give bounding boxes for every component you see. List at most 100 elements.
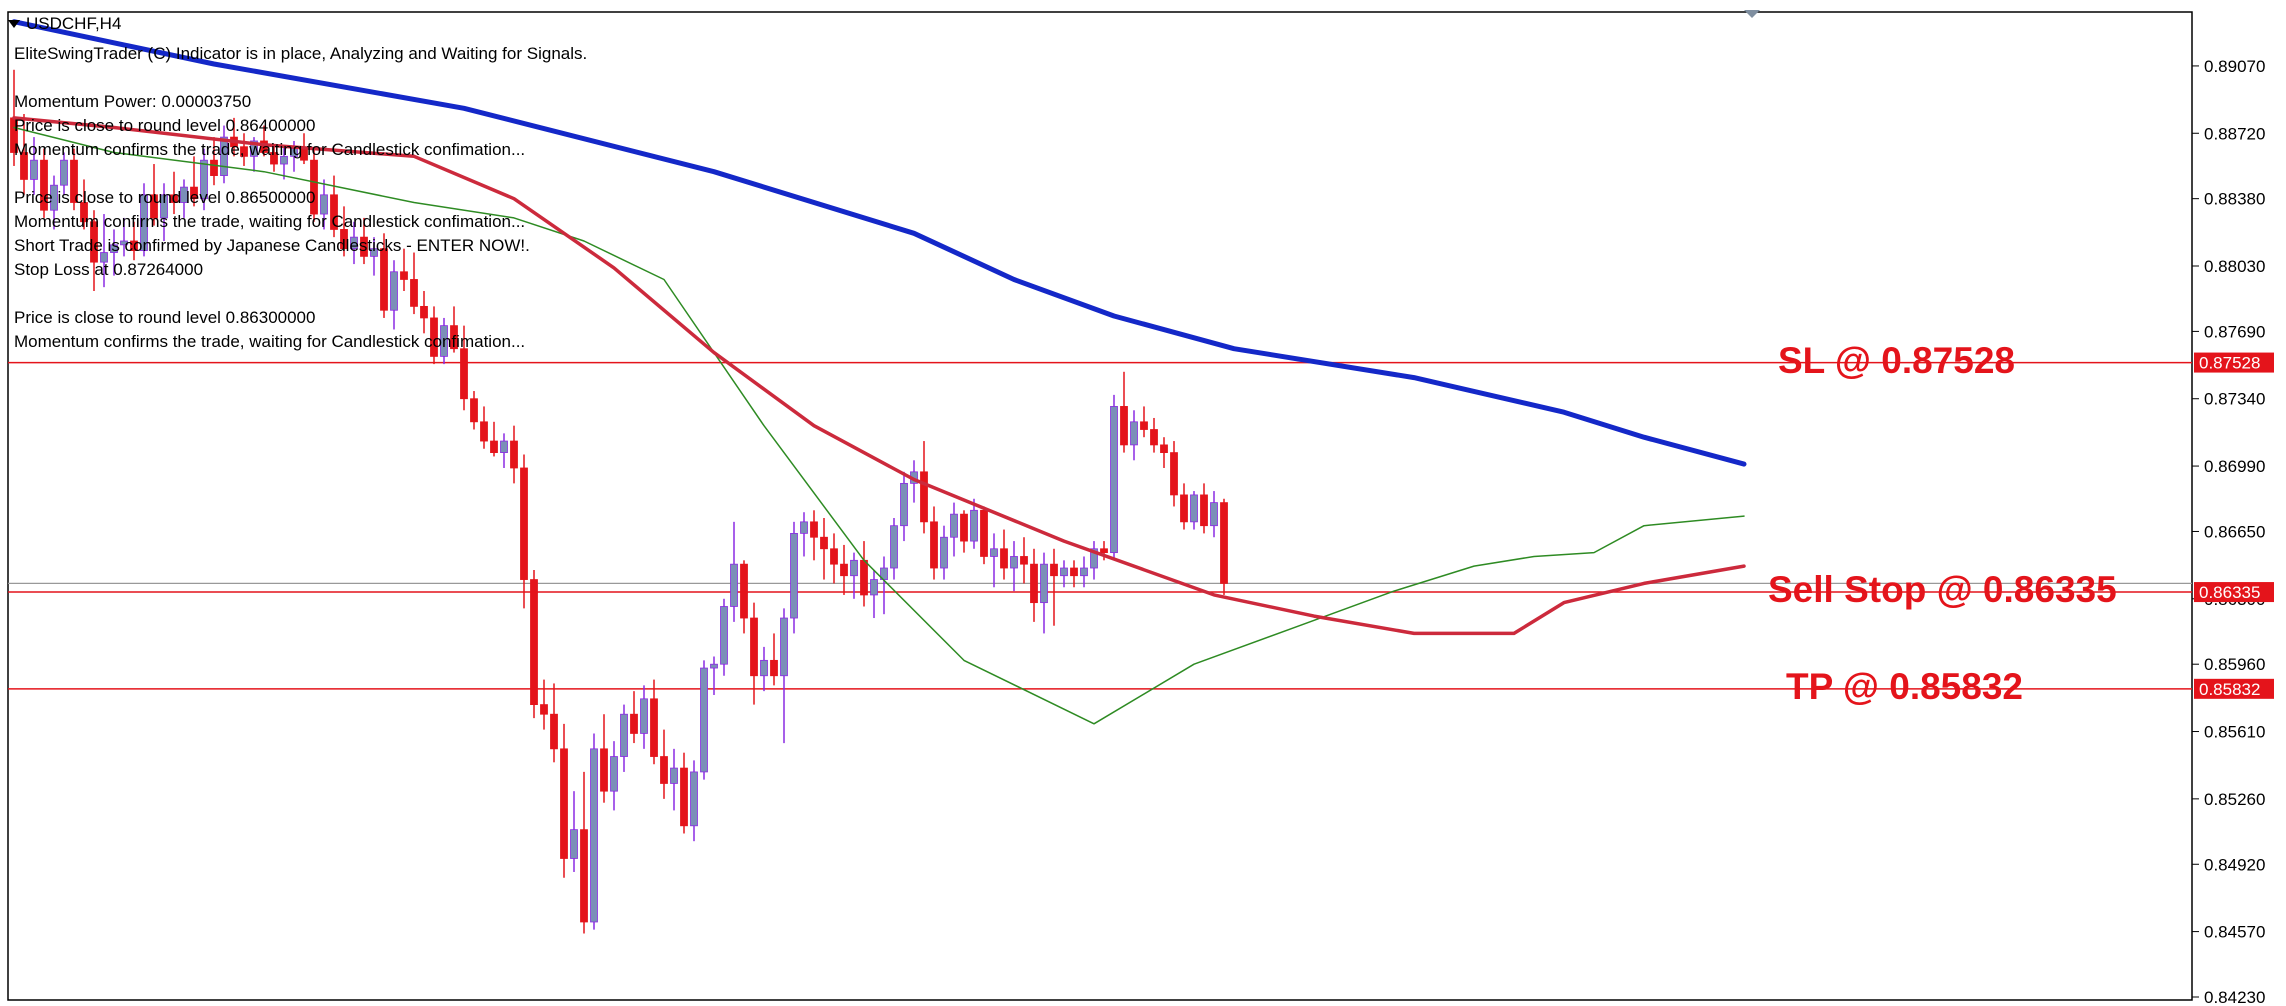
candle-body (560, 748, 568, 859)
ma-mid-line (12, 116, 1746, 636)
candle (780, 608, 788, 744)
candle-body (930, 521, 938, 569)
candle (1150, 417, 1158, 453)
candle-body (1050, 563, 1058, 577)
candle-body (1080, 567, 1088, 577)
candle (550, 683, 558, 763)
candle-body (610, 756, 618, 792)
candle-body (490, 440, 498, 453)
dropdown-triangle-icon[interactable] (8, 20, 20, 28)
candle (1190, 491, 1198, 530)
candle (590, 733, 598, 930)
ma-fast-line (13, 126, 1745, 725)
candle (280, 146, 288, 180)
candle (710, 656, 718, 695)
candle-body (740, 563, 748, 619)
candle-body (100, 252, 108, 263)
candle (650, 679, 658, 765)
candle-body (180, 186, 188, 203)
candle-body (60, 159, 68, 186)
candle (760, 646, 768, 692)
symbol-label: USDCHF,H4 (26, 14, 122, 33)
candle-body (1210, 502, 1218, 527)
candle (1040, 552, 1048, 634)
candle-body (810, 521, 818, 538)
candle-body (370, 248, 378, 257)
candle-body (500, 440, 508, 453)
candle (510, 425, 518, 484)
candle-body (850, 559, 858, 577)
level-price-box (2194, 582, 2274, 603)
y-tick-label: 0.86990 (2204, 457, 2265, 476)
candle-body (120, 240, 128, 246)
candle (320, 179, 328, 230)
candle (560, 723, 568, 878)
candle-body (170, 194, 178, 203)
candle-body (1100, 548, 1108, 554)
info-line: Short Trade is confirmed by Japanese Can… (14, 236, 530, 255)
y-tick-label: 0.87690 (2204, 322, 2265, 341)
candle-body (640, 698, 648, 734)
candle (830, 533, 838, 584)
info-line: Momentum confirms the trade, waiting for… (14, 140, 526, 159)
candle (970, 498, 978, 549)
candle-body (760, 659, 768, 677)
candle (1130, 410, 1138, 461)
candle-body (830, 548, 838, 565)
candle-body (1090, 548, 1098, 569)
candle (80, 179, 88, 230)
candle-body (400, 271, 408, 280)
candle (810, 510, 818, 561)
candle-body (190, 186, 198, 200)
candle-body (870, 579, 878, 596)
candle (770, 633, 778, 686)
sl-annotation: SL @ 0.87528 (1778, 339, 2015, 381)
candle (640, 685, 648, 749)
y-tick-label: 0.88380 (2204, 190, 2265, 209)
y-tick-label: 0.84920 (2204, 855, 2265, 874)
candle (660, 729, 668, 799)
candle (850, 552, 858, 599)
candle (1070, 560, 1078, 588)
candle-body (20, 152, 28, 180)
candle-body (1010, 556, 1018, 569)
candle-body (1040, 563, 1048, 604)
candle-body (1190, 494, 1198, 523)
candle-body (130, 240, 138, 252)
info-line: Momentum Power: 0.00003750 (14, 92, 252, 111)
candle-body (460, 348, 468, 400)
candle (540, 679, 548, 730)
level-price-label: 0.87528 (2199, 354, 2260, 373)
candle (130, 221, 138, 261)
candle (1120, 371, 1128, 453)
level-price-label: 0.86335 (2199, 583, 2260, 602)
candle (1140, 406, 1148, 438)
candle (750, 602, 758, 705)
candle-body (1200, 494, 1208, 527)
candle-body (70, 159, 78, 203)
candle-body (970, 509, 978, 542)
candle-body (350, 236, 358, 250)
candle-body (480, 421, 488, 442)
candle (870, 569, 878, 619)
candle-body (450, 325, 458, 350)
candle-body (210, 159, 218, 176)
candle-body (440, 325, 448, 357)
scroll-marker-icon[interactable] (1744, 10, 1760, 18)
candle (1010, 541, 1018, 592)
candle-body (220, 136, 228, 176)
candle-body (40, 159, 48, 211)
candle-body (1140, 421, 1148, 430)
candle (190, 156, 198, 207)
candle (1080, 556, 1088, 588)
y-tick-label: 0.85610 (2204, 723, 2265, 742)
y-tick-label: 0.87340 (2204, 390, 2265, 409)
candle-body (110, 244, 118, 253)
symbol-header[interactable]: USDCHF,H4 (8, 14, 121, 34)
candle (70, 148, 78, 211)
candle (600, 714, 608, 803)
candle-body (900, 482, 908, 527)
tp-annotation: TP @ 0.85832 (1786, 665, 2023, 707)
candle-body (470, 398, 478, 423)
